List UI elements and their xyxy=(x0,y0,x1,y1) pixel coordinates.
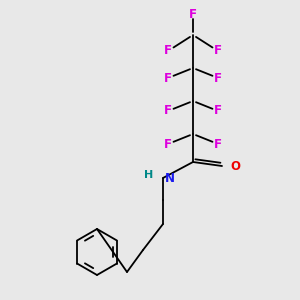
Text: F: F xyxy=(164,71,172,85)
Text: F: F xyxy=(214,71,222,85)
Text: F: F xyxy=(164,44,172,58)
Text: F: F xyxy=(214,137,222,151)
Text: F: F xyxy=(214,44,222,58)
Text: F: F xyxy=(164,104,172,118)
Text: O: O xyxy=(230,160,240,172)
Text: F: F xyxy=(214,104,222,118)
Text: F: F xyxy=(164,137,172,151)
Text: F: F xyxy=(189,8,197,20)
Text: H: H xyxy=(144,170,153,180)
Text: N: N xyxy=(165,172,175,185)
